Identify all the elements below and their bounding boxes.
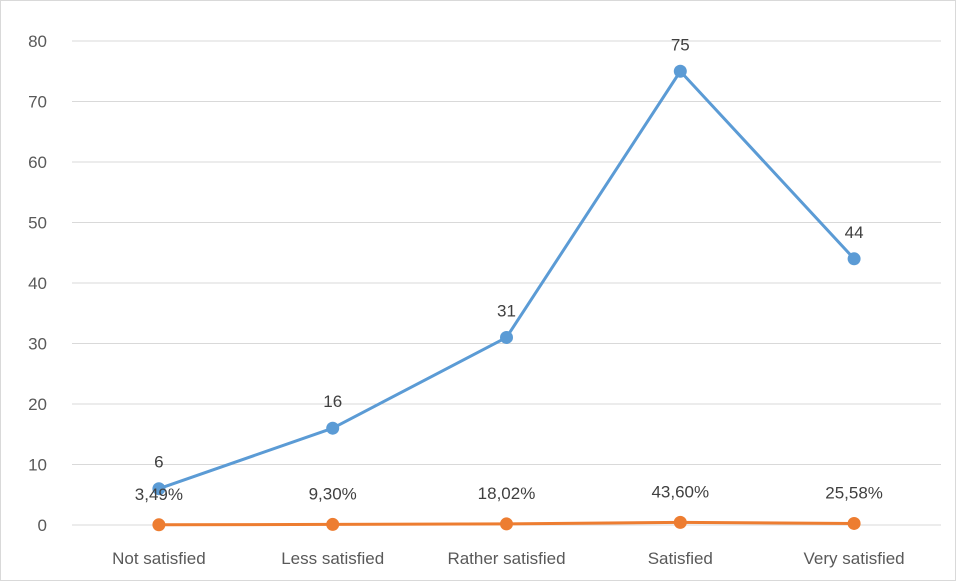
- series-1-point: [847, 252, 861, 266]
- x-tick-label: Satisfied: [648, 549, 713, 568]
- series-1-data-label: 44: [845, 223, 864, 242]
- x-axis-tick-labels: Not satisfied Less satisfied Rather satisf…: [112, 549, 905, 568]
- y-tick-label: 70: [28, 93, 47, 112]
- series-1-point: [326, 421, 340, 435]
- series-1-data-label: 16: [323, 392, 342, 411]
- series-2-point: [326, 517, 340, 531]
- series-1-point: [673, 64, 687, 78]
- series-lines: [152, 64, 861, 532]
- series-2-point: [500, 517, 513, 531]
- gridlines: [72, 40, 941, 526]
- y-tick-label: 40: [28, 274, 47, 293]
- y-tick-label: 80: [28, 32, 47, 51]
- x-tick-label: Not satisfied: [112, 549, 206, 568]
- series-1-data-label: 75: [671, 35, 690, 54]
- data-labels: 6 16 31 75 44 3,49% 9,30% 18,02% 43,60% 25,58%: [135, 35, 883, 504]
- series-1-data-label: 6: [154, 453, 163, 472]
- series-2-data-label: 43,60%: [651, 482, 709, 501]
- y-tick-label: 30: [28, 335, 47, 354]
- series-2-point: [152, 518, 166, 532]
- series-2-point: [673, 515, 687, 529]
- x-tick-label: Very satisfied: [804, 549, 905, 568]
- y-tick-label: 10: [28, 456, 47, 475]
- y-tick-label: 60: [28, 153, 47, 172]
- series-2-data-label: 18,02%: [478, 484, 536, 503]
- y-tick-label: 0: [38, 516, 47, 535]
- series-1-line: [157, 69, 856, 491]
- y-tick-label: 20: [28, 395, 47, 414]
- series-2-data-label: 25,58%: [825, 483, 883, 502]
- series-1-point: [152, 482, 166, 496]
- series-1-data-label: 31: [497, 301, 516, 320]
- x-tick-label: Less satisfied: [281, 549, 384, 568]
- series-2-point: [847, 516, 861, 530]
- series-2-data-label: 3,49%: [135, 485, 183, 504]
- series-1-point: [500, 330, 513, 344]
- y-axis-tick-labels: 0 10 20 30 40 50 60 70 80: [28, 32, 47, 535]
- x-tick-label: Rather satisfied: [447, 549, 565, 568]
- y-tick-label: 50: [28, 214, 47, 233]
- series-2-data-label: 9,30%: [309, 484, 357, 503]
